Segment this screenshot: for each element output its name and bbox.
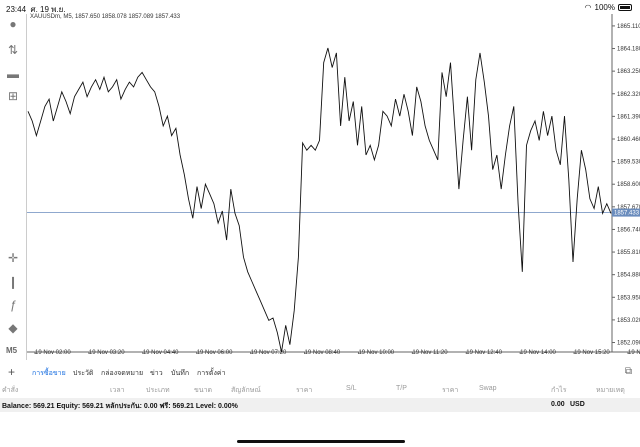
x-tick-label: 19 Nov 14:00 <box>520 350 556 354</box>
col-price-current: ราคา <box>442 387 459 394</box>
x-tick-label: 19 Nov 15:20 <box>574 350 610 354</box>
currency: USD <box>570 401 585 408</box>
wifi-icon: ◠ <box>584 3 592 12</box>
col-swap: Swap <box>479 385 497 392</box>
x-tick-label: 19 Nov 16:40 <box>628 350 640 354</box>
x-tick-label: 19 Nov 07:20 <box>251 350 287 354</box>
sidebar-toolbar: ● ⇅ ▬ ⊞ ✛ ❙ ƒ ◆ M5 <box>0 14 27 360</box>
terminal-tabs: + การซื้อขาย ประวัติ กล่องจดหมาย ข่าว บั… <box>0 364 640 381</box>
y-tick-label: 1864.180 <box>617 47 640 53</box>
y-tick-label: 1853.950 <box>617 295 640 301</box>
tab-journal[interactable]: บันทึก <box>171 370 190 377</box>
battery-percent: 100% <box>594 3 615 12</box>
col-price: ราคา <box>296 387 313 394</box>
y-tick-label: 1858.600 <box>617 182 640 188</box>
trade-icon[interactable]: ⇅ <box>7 43 19 57</box>
price-series-line <box>27 47 612 353</box>
x-tick-label: 19 Nov 12:40 <box>466 350 502 354</box>
x-tick-label: 19 Nov 10:00 <box>358 350 394 354</box>
new-order-icon[interactable]: ⊞ <box>7 89 19 103</box>
tab-history[interactable]: ประวัติ <box>73 370 94 377</box>
timeframe-button[interactable]: M5 <box>6 346 18 355</box>
crosshair-icon[interactable]: ✛ <box>7 251 19 265</box>
objects-icon[interactable]: ◆ <box>8 321 18 335</box>
account-summary-text: Balance: 569.21 Equity: 569.21 หลักประกั… <box>2 403 238 410</box>
y-tick-label: 1852.090 <box>617 341 640 347</box>
trade-table-header: คำสั่ง เวลา ประเภท ขนาด สัญลักษณ์ ราคา S… <box>0 383 640 395</box>
col-comment: หมายเหตุ <box>596 387 625 394</box>
y-tick-label: 1861.390 <box>617 114 640 120</box>
y-tick-label: 1854.880 <box>617 273 640 279</box>
x-tick-label: 19 Nov 06:00 <box>197 350 233 354</box>
chart-symbol-label: XAUUSDm, M5, 1857.650 1858.078 1857.089 … <box>30 14 181 20</box>
y-tick-label: 1865.110 <box>617 24 640 30</box>
x-tick-label: 19 Nov 11:20 <box>412 350 448 354</box>
tab-trade[interactable]: การซื้อขาย <box>32 370 66 377</box>
col-order: คำสั่ง <box>2 387 19 394</box>
y-tick-label: 1859.530 <box>617 160 640 166</box>
chart-type-icon[interactable]: ❙ <box>7 275 19 289</box>
add-icon[interactable]: + <box>8 365 16 379</box>
battery-icon <box>618 4 632 11</box>
x-tick-label: 19 Nov 08:40 <box>305 350 341 354</box>
y-tick-label: 1862.320 <box>617 92 640 98</box>
x-tick-label: 19 Nov 02:00 <box>35 350 71 354</box>
y-tick-label: 1860.460 <box>617 137 640 143</box>
indicators-icon[interactable]: ƒ <box>9 298 17 312</box>
tab-mailbox[interactable]: กล่องจดหมาย <box>101 370 144 377</box>
col-symbol: สัญลักษณ์ <box>231 387 261 394</box>
price-chart[interactable]: 1865.110 1864.180 1863.250 1862.320 1861.390… <box>27 14 640 354</box>
status-time: 23:44 ศ. 19 พ.ย. <box>6 5 66 14</box>
x-tick-label: 19 Nov 04:40 <box>143 350 179 354</box>
chat-icon[interactable]: ▬ <box>7 67 19 81</box>
expand-panel-icon[interactable]: ⧉ <box>624 366 632 377</box>
x-tick-label: 19 Nov 03:20 <box>89 350 125 354</box>
total-profit: 0.00 <box>551 401 565 408</box>
y-tick-label: 1855.810 <box>617 250 640 256</box>
col-sl: S/L <box>346 385 357 392</box>
col-type: ประเภท <box>146 387 170 394</box>
y-tick-label: 1863.250 <box>617 69 640 75</box>
current-price-label: 1857.433 <box>614 211 640 217</box>
status-right: ◠ 100% <box>585 3 632 12</box>
y-tick-label: 1856.740 <box>617 227 640 233</box>
account-summary: Balance: 569.21 Equity: 569.21 หลักประกั… <box>0 398 640 412</box>
tab-settings[interactable]: การตั้งค่า <box>197 370 226 377</box>
account-icon[interactable]: ● <box>9 17 17 31</box>
tab-news[interactable]: ข่าว <box>150 370 163 377</box>
current-price-marker <box>612 208 640 217</box>
col-profit: กำไร <box>551 387 567 394</box>
col-tp: T/P <box>396 385 407 392</box>
col-time: เวลา <box>110 387 125 394</box>
home-indicator <box>237 440 405 443</box>
col-size: ขนาด <box>194 387 213 394</box>
status-bar: 23:44 ศ. 19 พ.ย. ◠ 100% <box>0 0 640 14</box>
y-tick-label: 1853.020 <box>617 318 640 324</box>
y-tick-label: 1857.670 <box>617 205 640 211</box>
